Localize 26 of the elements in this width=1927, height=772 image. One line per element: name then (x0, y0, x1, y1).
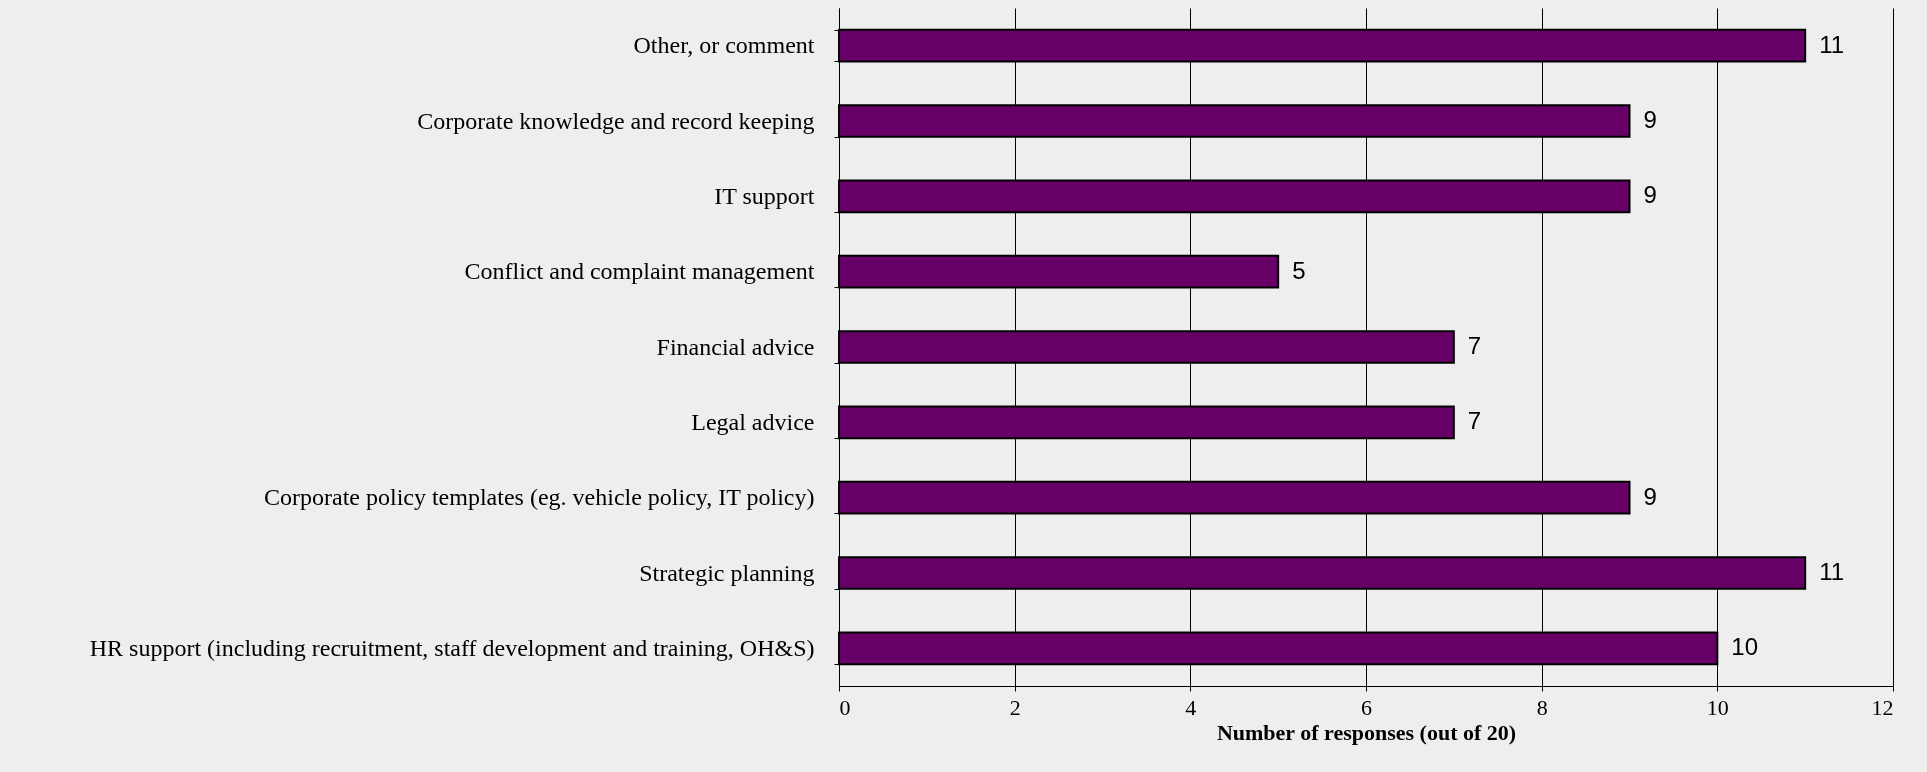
x-tick-label: 8 (1536, 694, 1548, 720)
x-tick-label: 2 (1009, 694, 1021, 720)
data-label: 7 (1467, 332, 1482, 359)
data-label: 11 (1819, 30, 1845, 58)
y-tick-label: Other, or comment (633, 32, 815, 59)
x-tick-label: 12 (1871, 694, 1894, 720)
y-tick-label: Corporate policy templates (eg. vehicle policy, IT policy) (264, 484, 815, 511)
data-label: 10 (1731, 633, 1759, 661)
x-tick-label: 6 (1361, 694, 1372, 720)
data-label: 9 (1643, 181, 1657, 209)
data-label: 11 (1819, 558, 1845, 585)
y-tick-label: Legal advice (691, 408, 815, 435)
x-axis-title: Number of responses (out of 20) (1216, 719, 1517, 745)
y-tick-label: Corporate knowledge and record keeping (417, 107, 815, 134)
y-tick-label: HR support (including recruitment, staff development and training, OH&S) (89, 634, 815, 661)
x-tick-label: 10 (1706, 694, 1729, 720)
x-tick-label: 4 (1185, 694, 1197, 720)
y-tick-label: Conflict and complaint management (464, 258, 815, 285)
y-tick-label: Financial advice (656, 333, 815, 360)
data-label: 9 (1643, 482, 1657, 510)
data-label: 5 (1292, 256, 1306, 284)
y-tick-label: Strategic planning (639, 559, 815, 586)
x-tick-label: 0 (839, 694, 851, 720)
y-tick-label: IT support (714, 182, 815, 209)
data-label: 7 (1467, 407, 1482, 435)
data-label: 9 (1643, 106, 1657, 133)
